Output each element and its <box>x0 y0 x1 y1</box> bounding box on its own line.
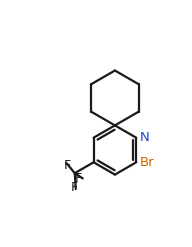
Text: F: F <box>64 159 71 172</box>
Text: F: F <box>71 181 78 194</box>
Text: F: F <box>75 172 82 185</box>
Text: N: N <box>140 131 149 144</box>
Text: Br: Br <box>140 156 154 169</box>
